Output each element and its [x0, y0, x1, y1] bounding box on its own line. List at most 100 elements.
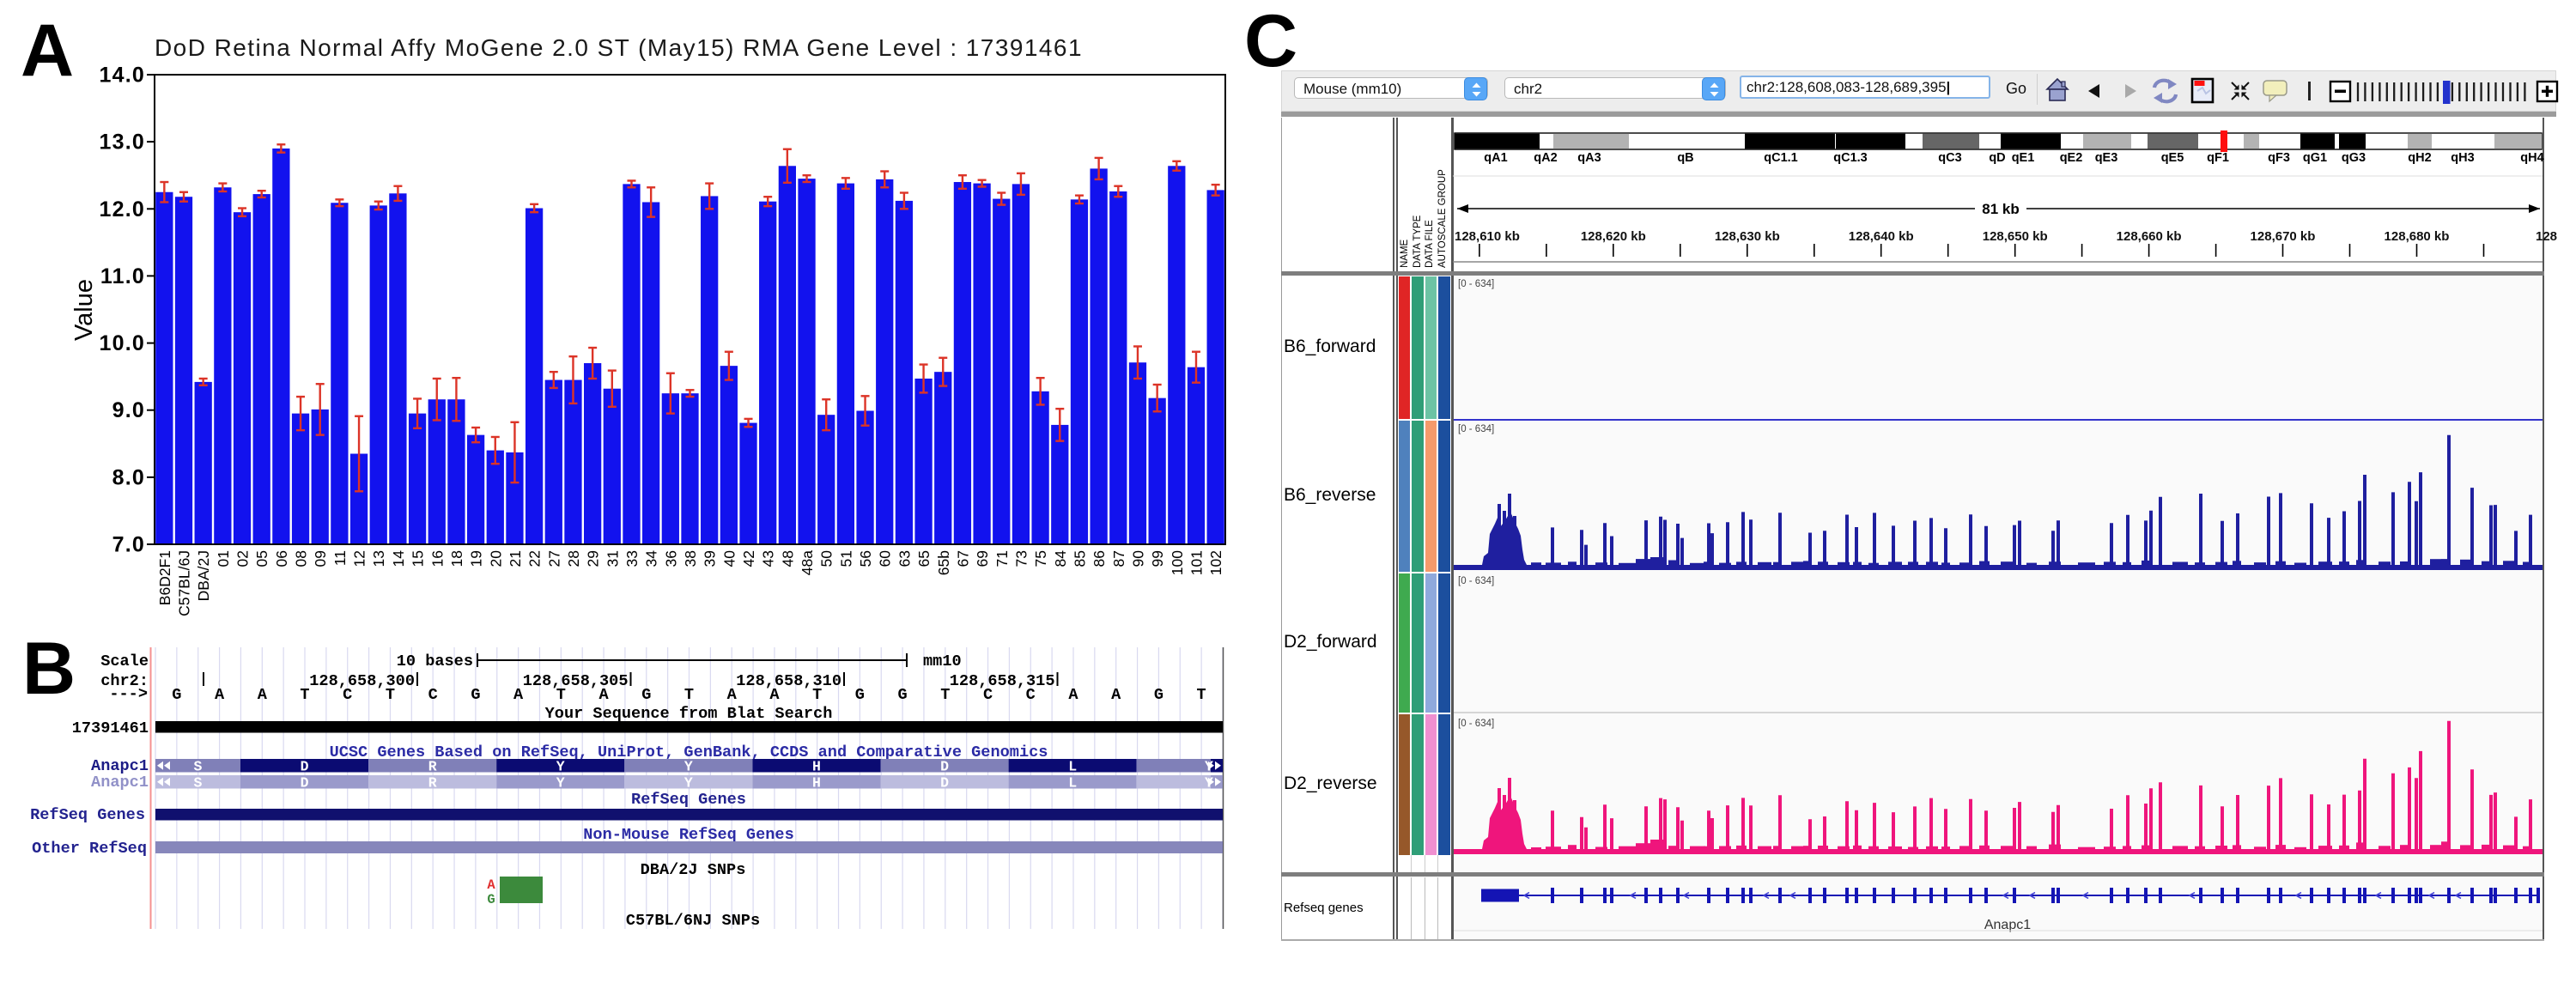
svg-text:28: 28	[565, 550, 582, 567]
svg-text:A: A	[513, 686, 524, 704]
svg-text:R: R	[428, 759, 437, 775]
svg-text:G: G	[172, 686, 181, 704]
svg-text:Anapc1: Anapc1	[91, 757, 149, 775]
svg-text:qH2: qH2	[2408, 151, 2431, 165]
svg-text:Other RefSeq: Other RefSeq	[32, 840, 147, 858]
svg-text:Scale: Scale	[100, 652, 149, 670]
svg-text:G: G	[487, 892, 495, 907]
svg-text:31: 31	[604, 550, 621, 567]
svg-text:Non-Mouse RefSeq Genes: Non-Mouse RefSeq Genes	[583, 826, 793, 844]
svg-text:Value: Value	[70, 279, 98, 341]
svg-text:71: 71	[993, 550, 1011, 567]
svg-text:128: 128	[2536, 229, 2557, 244]
svg-text:9.0: 9.0	[112, 398, 145, 422]
svg-text:A: A	[215, 686, 225, 704]
svg-text:90: 90	[1129, 550, 1146, 567]
svg-text:G: G	[898, 686, 908, 704]
svg-text:18: 18	[448, 550, 465, 567]
svg-text:qF3: qF3	[2268, 151, 2290, 165]
svg-text:qD: qD	[1989, 151, 2005, 165]
svg-text:19: 19	[468, 550, 485, 567]
svg-text:G: G	[641, 686, 651, 704]
svg-text:85: 85	[1071, 550, 1088, 567]
svg-text:100: 100	[1169, 550, 1186, 575]
svg-text:14: 14	[390, 550, 407, 567]
svg-text:T: T	[940, 686, 950, 704]
svg-text:G: G	[471, 686, 480, 704]
svg-text:T: T	[812, 686, 822, 704]
svg-text:A: A	[21, 9, 74, 92]
svg-text:C: C	[1026, 686, 1036, 704]
svg-text:128,650 kb: 128,650 kb	[1983, 229, 2048, 244]
svg-text:G: G	[1154, 686, 1163, 704]
svg-text:10.0: 10.0	[100, 331, 145, 355]
svg-text:128,680 kb: 128,680 kb	[2385, 229, 2450, 244]
svg-text:S: S	[194, 759, 203, 775]
svg-text:99: 99	[1149, 550, 1166, 567]
svg-text:48a: 48a	[799, 550, 816, 575]
svg-text:65b: 65b	[935, 550, 952, 575]
svg-text:128,658,310: 128,658,310	[736, 672, 841, 690]
svg-text:128,658,305: 128,658,305	[523, 672, 629, 690]
svg-text:T: T	[300, 686, 309, 704]
svg-text:C: C	[428, 686, 438, 704]
svg-text:L: L	[1068, 759, 1077, 775]
svg-text:63: 63	[896, 550, 913, 567]
svg-text:13: 13	[370, 550, 387, 567]
svg-text:02: 02	[234, 550, 252, 567]
svg-text:75: 75	[1032, 550, 1049, 567]
svg-text:H: H	[812, 759, 821, 775]
svg-text:27: 27	[545, 550, 562, 567]
svg-text:56: 56	[857, 550, 874, 567]
svg-text:DBA/2J SNPs: DBA/2J SNPs	[641, 861, 746, 879]
svg-text:12.0: 12.0	[100, 197, 145, 221]
svg-text:08: 08	[293, 550, 310, 567]
svg-text:09: 09	[312, 550, 329, 567]
svg-text:Anapc1: Anapc1	[1984, 918, 2031, 932]
svg-text:qA1: qA1	[1484, 151, 1507, 165]
svg-text:D: D	[940, 759, 949, 775]
svg-text:qH4: qH4	[2520, 151, 2543, 165]
svg-text:17391461: 17391461	[72, 719, 149, 737]
svg-text:33: 33	[623, 550, 641, 567]
svg-text:69: 69	[974, 550, 991, 567]
svg-text:36: 36	[662, 550, 679, 567]
svg-text:A: A	[258, 686, 268, 704]
svg-text:01: 01	[215, 550, 232, 567]
svg-text:C: C	[343, 686, 352, 704]
svg-text:10 bases: 10 bases	[397, 652, 473, 670]
svg-text:A: A	[727, 686, 738, 704]
svg-text:13.0: 13.0	[100, 130, 145, 155]
svg-text:11.0: 11.0	[100, 264, 145, 288]
svg-text:S: S	[194, 775, 203, 792]
svg-text:14.0: 14.0	[100, 64, 145, 88]
svg-text:12: 12	[351, 550, 368, 567]
svg-text:22: 22	[526, 550, 544, 567]
svg-text:D: D	[301, 775, 309, 792]
svg-text:15: 15	[410, 550, 427, 567]
svg-text:A: A	[769, 686, 780, 704]
svg-text:Y: Y	[556, 775, 565, 792]
svg-text:D: D	[301, 759, 309, 775]
svg-text:qE5: qE5	[2161, 151, 2184, 165]
svg-text:qC1.3: qC1.3	[1833, 151, 1868, 165]
svg-text:101: 101	[1188, 550, 1205, 575]
svg-text:RefSeq Genes: RefSeq Genes	[30, 806, 145, 824]
svg-text:128,660 kb: 128,660 kb	[2117, 229, 2182, 244]
svg-text:128,620 kb: 128,620 kb	[1581, 229, 1646, 244]
svg-text:DBA/2J: DBA/2J	[195, 550, 212, 601]
svg-text:T: T	[1197, 686, 1206, 704]
svg-text:mm10: mm10	[923, 652, 962, 670]
svg-text:qE1: qE1	[2012, 151, 2035, 165]
svg-text:Y: Y	[684, 775, 693, 792]
svg-text:50: 50	[818, 550, 835, 567]
svg-text:38: 38	[682, 550, 699, 567]
svg-text:06: 06	[273, 550, 290, 567]
svg-text:C: C	[983, 686, 993, 704]
svg-text:G: G	[855, 686, 865, 704]
svg-text:128,670 kb: 128,670 kb	[2251, 229, 2316, 244]
svg-text:7.0: 7.0	[112, 533, 145, 557]
svg-text:qA3: qA3	[1577, 151, 1601, 165]
svg-text:UCSC Genes Based on RefSeq, Un: UCSC Genes Based on RefSeq, UniProt, Gen…	[330, 743, 1048, 761]
svg-text:A: A	[1068, 686, 1078, 704]
